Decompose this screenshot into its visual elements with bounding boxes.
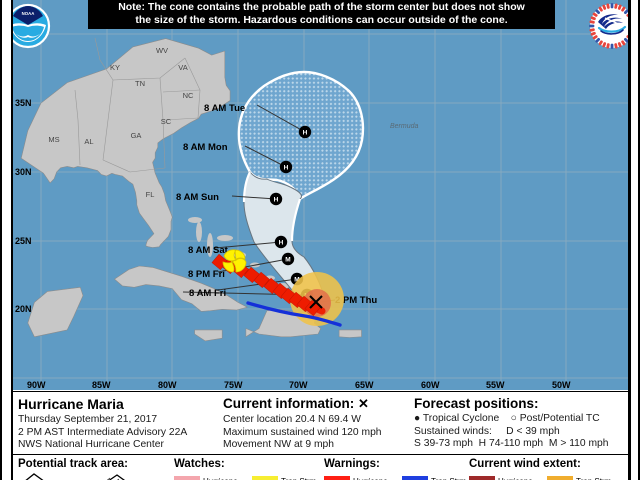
svg-text:50W: 50W: [552, 380, 571, 390]
svg-text:VA: VA: [178, 63, 187, 72]
svg-text:AL: AL: [84, 137, 93, 146]
svg-text:SC: SC: [161, 117, 172, 126]
svg-text:8 AM Fri: 8 AM Fri: [189, 288, 226, 299]
svg-text:FL: FL: [146, 190, 155, 199]
svg-text:Bermuda: Bermuda: [390, 123, 419, 130]
svg-text:KY: KY: [110, 63, 120, 72]
svg-text:NOAA: NOAA: [22, 11, 35, 16]
svg-text:WV: WV: [156, 46, 168, 55]
svg-text:GA: GA: [131, 131, 142, 140]
svg-text:85W: 85W: [92, 380, 111, 390]
svg-text:H: H: [279, 239, 284, 246]
svg-text:90W: 90W: [27, 380, 46, 390]
svg-text:8 AM Mon: 8 AM Mon: [183, 142, 228, 153]
svg-text:8 AM Sat: 8 AM Sat: [188, 245, 229, 256]
svg-text:H: H: [284, 164, 289, 171]
svg-text:8 AM Tue: 8 AM Tue: [204, 103, 245, 114]
svg-text:TN: TN: [135, 79, 145, 88]
svg-text:M: M: [285, 256, 290, 263]
svg-text:80W: 80W: [158, 380, 177, 390]
svg-text:NC: NC: [183, 91, 194, 100]
svg-text:65W: 65W: [355, 380, 374, 390]
svg-text:8 AM Sun: 8 AM Sun: [176, 192, 219, 203]
svg-text:20N: 20N: [15, 304, 32, 314]
svg-text:MS: MS: [48, 135, 59, 144]
svg-text:60W: 60W: [421, 380, 440, 390]
svg-text:H: H: [303, 129, 308, 136]
svg-text:25N: 25N: [15, 236, 32, 246]
svg-text:H: H: [274, 196, 279, 203]
svg-text:70W: 70W: [289, 380, 308, 390]
svg-text:55W: 55W: [486, 380, 505, 390]
svg-text:35N: 35N: [15, 98, 32, 108]
svg-text:75W: 75W: [224, 380, 243, 390]
svg-text:8 PM Fri: 8 PM Fri: [188, 269, 225, 280]
svg-text:30N: 30N: [15, 167, 32, 177]
